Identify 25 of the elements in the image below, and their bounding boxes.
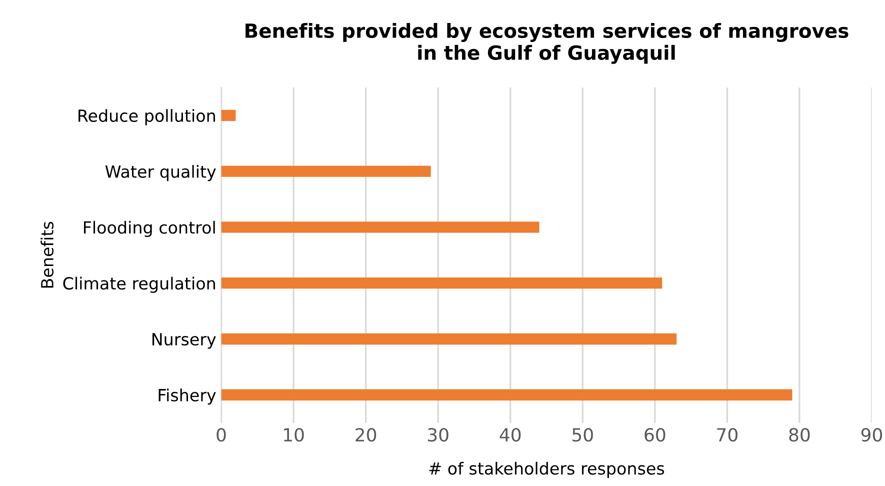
y-tick-label: Reduce pollution xyxy=(78,109,215,126)
bar xyxy=(221,278,662,289)
y-tick-label: Fishery xyxy=(158,388,216,405)
x-tick-label: 30 xyxy=(428,428,448,442)
y-axis-title: Benefits xyxy=(40,222,54,288)
y-tick-label: Flooding control xyxy=(84,220,215,238)
bar xyxy=(221,222,540,233)
x-tick-label: 60 xyxy=(644,428,666,442)
x-tick-label: 0 xyxy=(216,428,226,442)
chart-title: Benefits provided by ecosystem services of mangroves in the Gulf of Guayaquil xyxy=(246,23,848,64)
y-tick-label: Nursery xyxy=(152,333,216,349)
x-tick-label: 80 xyxy=(789,428,810,442)
bar xyxy=(221,333,677,345)
bar xyxy=(221,110,236,122)
x-axis-title: # of stakeholders responses xyxy=(429,462,664,478)
y-tick-label: Climate regulation xyxy=(63,276,215,293)
bar xyxy=(221,389,792,400)
x-tick-label: 20 xyxy=(356,428,376,442)
x-tick-label: 10 xyxy=(284,428,304,442)
bar xyxy=(221,166,431,177)
y-tick-label: Water quality xyxy=(105,164,216,182)
x-tick-label: 90 xyxy=(861,428,882,442)
x-tick-label: 70 xyxy=(717,428,738,442)
x-tick-label: 40 xyxy=(500,428,521,442)
x-tick-label: 50 xyxy=(572,428,593,442)
